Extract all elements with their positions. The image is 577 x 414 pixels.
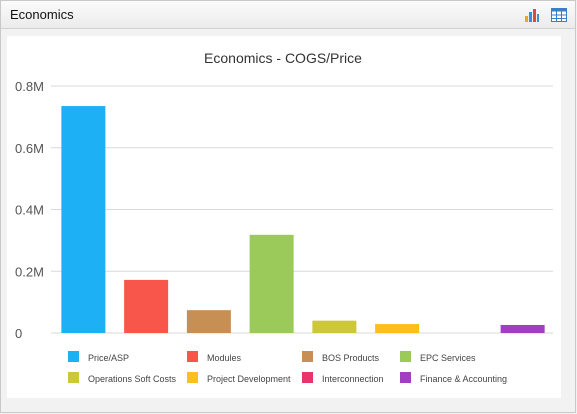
y-tick-label: 0.2M	[15, 264, 44, 279]
legend-label: Interconnection	[322, 374, 384, 384]
y-tick-label: 0.4M	[15, 203, 44, 218]
panel-header: Economics	[1, 1, 575, 29]
bar-6	[375, 324, 420, 333]
table-grid-icon[interactable]	[551, 7, 567, 23]
chart-bars	[61, 106, 545, 333]
legend-swatch	[187, 372, 198, 383]
bar-5	[312, 320, 357, 333]
legend-swatch	[68, 372, 79, 383]
panel-title: Economics	[10, 7, 74, 22]
bar-3	[186, 310, 231, 333]
legend-swatch	[302, 351, 313, 362]
bar-4	[249, 234, 294, 333]
legend-label: Operations Soft Costs	[88, 374, 177, 384]
bar-2	[124, 279, 169, 333]
legend-swatch	[187, 351, 198, 362]
legend-label: Finance & Accounting	[420, 374, 507, 384]
bar-1	[61, 106, 106, 333]
chart-title: Economics - COGS/Price	[204, 50, 362, 66]
legend-label: Price/ASP	[88, 353, 129, 363]
chart-legend: Price/ASP Modules BOS Products EPC Services…	[68, 351, 507, 384]
legend-label: Project Development	[207, 374, 291, 384]
y-tick-label: 0.8M	[15, 79, 44, 94]
legend-label: Modules	[207, 353, 242, 363]
y-axis: 0 0.2M 0.4M 0.6M 0.8M	[15, 79, 44, 341]
legend-label: EPC Services	[420, 353, 476, 363]
y-tick-label: 0.6M	[15, 141, 44, 156]
legend-swatch	[68, 351, 79, 362]
bar-chart-icon[interactable]	[524, 7, 540, 23]
bar-8	[500, 324, 545, 333]
legend-swatch	[302, 372, 313, 383]
legend-label: BOS Products	[322, 353, 380, 363]
y-tick-label: 0	[15, 326, 22, 341]
legend-swatch	[400, 372, 411, 383]
legend-swatch	[400, 351, 411, 362]
